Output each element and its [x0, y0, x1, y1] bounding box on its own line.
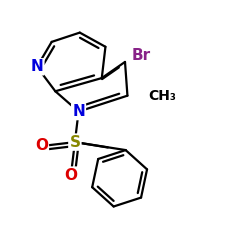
Text: O: O — [35, 138, 48, 153]
Text: N: N — [31, 59, 44, 74]
Text: S: S — [70, 134, 80, 150]
Text: O: O — [65, 168, 78, 182]
Text: Br: Br — [132, 48, 151, 63]
Text: N: N — [72, 104, 85, 119]
Text: CH₃: CH₃ — [148, 89, 176, 103]
